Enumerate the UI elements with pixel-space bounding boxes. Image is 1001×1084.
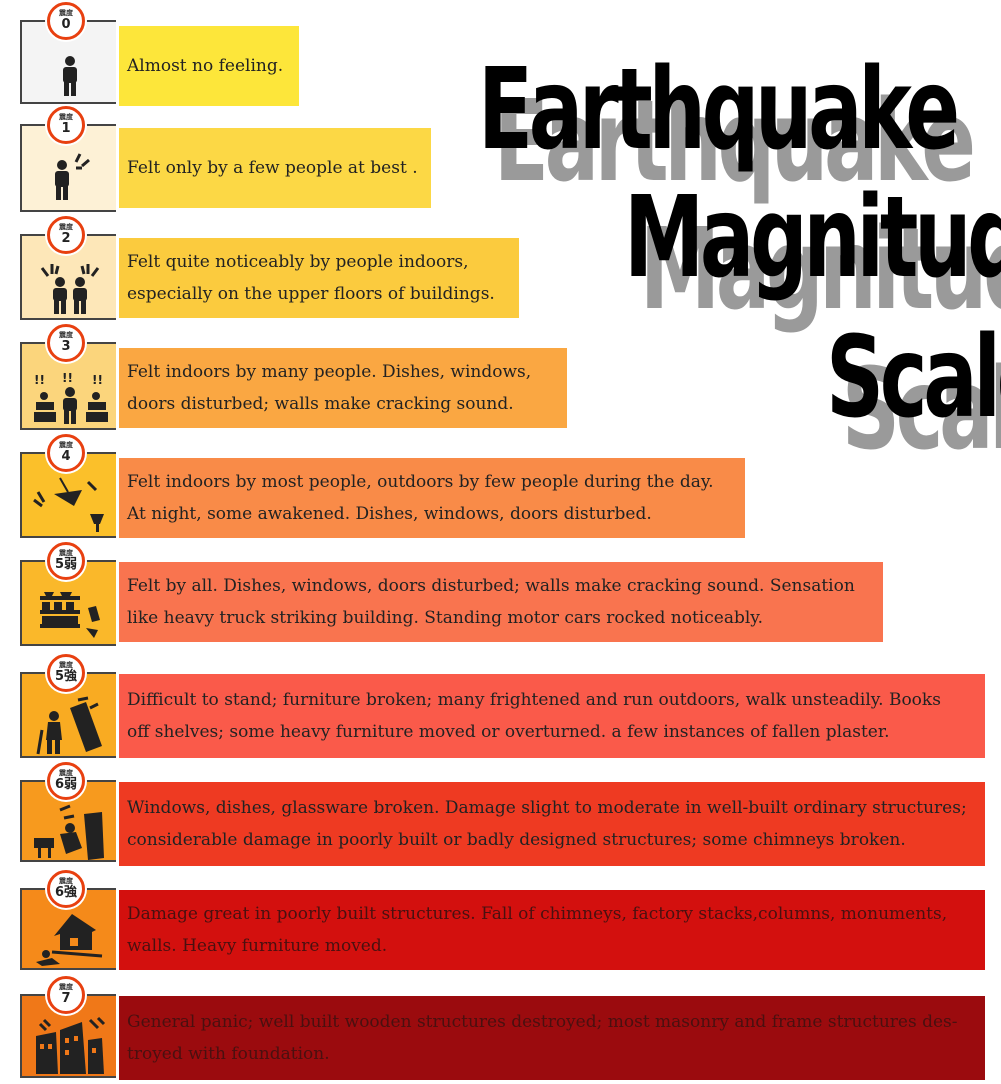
three-people-alert-icon: !!!!!! <box>22 371 118 428</box>
collapsed-house-icon <box>22 910 118 972</box>
person-standing-icon <box>22 56 118 100</box>
two-people-alert-icon <box>22 262 118 318</box>
falling-furniture-icon <box>22 696 118 760</box>
level-badge: 震度 5弱 <box>47 542 85 580</box>
level-badge: 震度 4 <box>47 434 85 472</box>
level-description: Difficult to stand; furniture broken; ma… <box>119 674 985 758</box>
collapsed-buildings-icon <box>22 1016 118 1080</box>
level-description: Almost no feeling. <box>119 26 299 106</box>
level-badge: 震度 7 <box>47 976 85 1014</box>
level-description: Felt quite noticeably by people indoors,… <box>119 238 519 318</box>
level-description: Felt indoors by most people, outdoors by… <box>119 458 745 538</box>
level-description: Felt indoors by many people. Dishes, win… <box>119 348 567 428</box>
level-icon-box <box>20 994 116 1078</box>
level-badge: 震度 5強 <box>47 654 85 692</box>
person-falling-icon <box>22 804 118 866</box>
level-description: Damage great in poorly built structures.… <box>119 890 985 970</box>
level-badge: 震度 6弱 <box>47 762 85 800</box>
title-earthquake: Earthquake Earthquake <box>478 45 976 207</box>
level-description: General panic; well built wooden structu… <box>119 996 985 1080</box>
level-description: Felt only by a few people at best . <box>119 128 431 208</box>
svg-text:!!: !! <box>34 373 45 387</box>
swinging-lamp-icon <box>22 476 118 540</box>
level-badge: 震度 6強 <box>47 870 85 908</box>
level-badge: 震度 1 <box>47 106 85 144</box>
title-scale: Scale Scale <box>826 313 1001 475</box>
level-description: Windows, dishes, glassware broken. Damag… <box>119 782 985 866</box>
svg-text:!!: !! <box>62 372 73 385</box>
level-badge: 震度 3 <box>47 324 85 362</box>
person-alert-icon <box>22 152 118 204</box>
title-magnitude: Magnitude Magnitude <box>624 173 1001 335</box>
level-description: Felt by all. Dishes, windows, doors dist… <box>119 562 883 642</box>
svg-text:!!: !! <box>92 373 103 387</box>
falling-dishes-icon <box>22 588 118 644</box>
level-badge: 震度 2 <box>47 216 85 254</box>
level-badge: 震度 0 <box>47 2 85 40</box>
